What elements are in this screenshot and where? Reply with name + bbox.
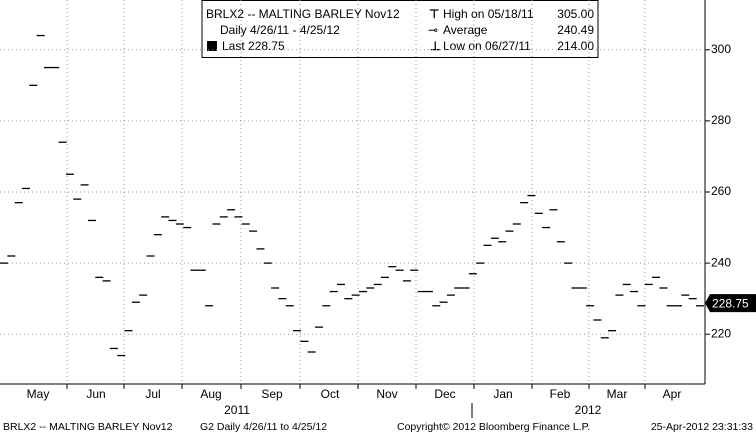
footer-copyright: Copyright© 2012 Bloomberg Finance L.P. [397, 421, 590, 433]
x-tick-label: Nov [376, 387, 397, 401]
legend-title: BRLX2 -- MALTING BARLEY Nov12 [206, 7, 400, 21]
x-tick-label: Apr [663, 387, 682, 401]
y-tick-label: 260 [711, 184, 731, 198]
year-label: 2012 [575, 403, 602, 417]
y-tick-label: 300 [711, 42, 731, 56]
last-label: 228.75 [712, 296, 749, 310]
legend-last: Last 228.75 [222, 39, 285, 53]
x-tick-label: Oct [321, 387, 340, 401]
x-tick-label: Jul [145, 387, 160, 401]
legend-high: High on 05/18/11 [443, 7, 534, 21]
legend-average-value: 240.49 [557, 23, 594, 37]
average-icon: ⊸ [428, 23, 438, 37]
high-icon: ⊤ [429, 7, 439, 21]
x-tick-label: May [27, 387, 50, 401]
footer-mid: G2 Daily 4/26/11 to 4/25/12 [200, 421, 327, 433]
legend-last-icon [207, 41, 217, 51]
x-tick-label: Aug [200, 387, 221, 401]
legend-low: Low on 06/27/11 [443, 39, 531, 53]
legend-low-value: 214.00 [557, 39, 594, 53]
x-tick-label: Feb [550, 387, 571, 401]
x-tick-label: Jan [493, 387, 512, 401]
y-tick-label: 220 [711, 326, 731, 340]
x-tick-label: Jun [86, 387, 105, 401]
x-tick-label: Dec [434, 387, 455, 401]
footer-left: BRLX2 -- MALTING BARLEY Nov12 [3, 421, 173, 433]
low-icon: ⊥ [430, 39, 440, 53]
legend-high-value: 305.00 [557, 7, 594, 21]
y-tick-label: 240 [711, 255, 731, 269]
x-tick-label: Sep [261, 387, 283, 401]
legend-period: Daily 4/26/11 - 4/25/12 [220, 23, 340, 37]
last-marker [705, 294, 756, 313]
legend-average: Average [443, 23, 488, 37]
y-tick-label: 280 [711, 113, 731, 127]
year-label: 2011 [224, 403, 250, 417]
footer-date: 25-Apr-2012 23:31:33 [651, 421, 753, 433]
x-tick-label: Mar [607, 387, 628, 401]
